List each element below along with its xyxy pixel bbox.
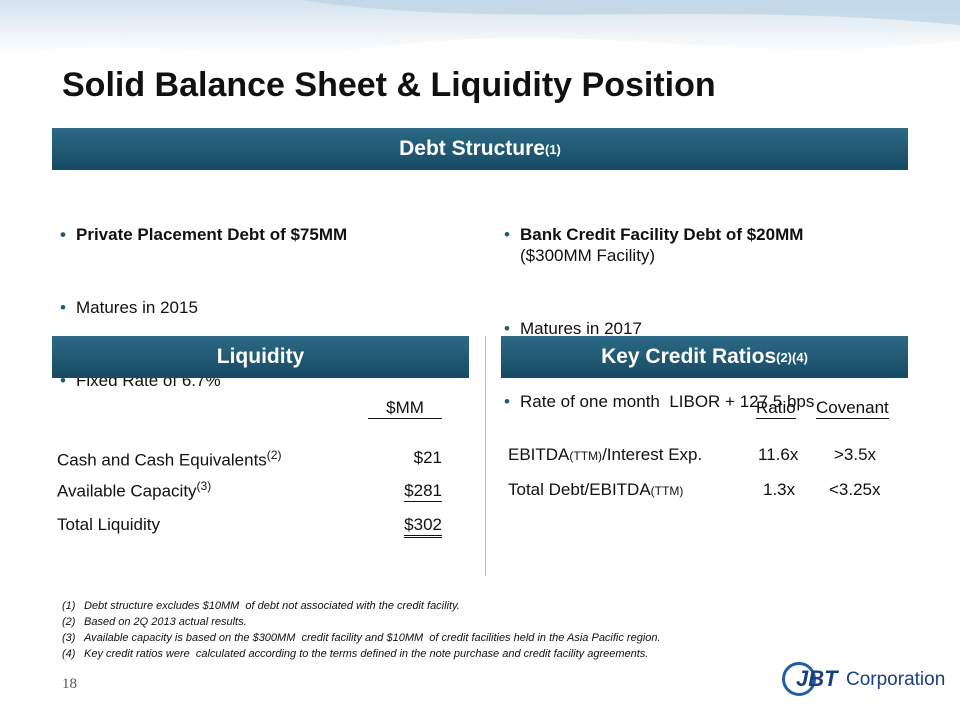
footnote-marker: (3) [62, 632, 76, 644]
footnote: (2) Based on 2Q 2013 actual results. [62, 616, 247, 628]
bullet: Private Placement Debt of $75MM [56, 224, 347, 245]
row-label: Total Liquidity [57, 515, 161, 534]
section-header: Debt Structure (1) [52, 128, 908, 170]
footnote-marker: (1) [62, 600, 76, 612]
covenant: >3.5x [834, 445, 877, 464]
logo-mark: JBT [796, 666, 838, 691]
row-value: $302 [404, 515, 442, 538]
note: (2) [266, 448, 282, 462]
label: Cash and Cash Equivalents [57, 450, 267, 470]
header-text: Liquidity [216, 345, 305, 368]
label-sub: (TTM) [650, 484, 684, 498]
row-label: Cash and Cash Equivalents(2) [57, 448, 281, 471]
footnote: (4) Key credit ratios were calculated acc… [62, 648, 648, 660]
header-note: (1) [544, 141, 561, 157]
bullet-list: Bank Credit Facility Debt of $20MM ($300M… [500, 188, 814, 464]
column-header: $MM [368, 398, 442, 419]
logo-ring [782, 662, 816, 696]
row-value: $281 [404, 481, 442, 502]
label: /Interest Exp. [602, 445, 703, 464]
bullet-sub: ($300MM Facility) [520, 246, 656, 265]
row-label: Total Debt/EBITDA(TTM) [508, 480, 683, 500]
bullet-list: Private Placement Debt of $75MM Matures … [56, 188, 347, 443]
header-note: (2)(4) [776, 349, 808, 365]
section-header: Liquidity [52, 336, 469, 378]
footnote: (1) Debt structure excludes $10MM of debt… [62, 600, 460, 612]
ratio: 1.3x [763, 480, 796, 499]
background-wave [0, 0, 960, 55]
header-text: Debt Structure [399, 137, 545, 160]
label: EBITDA [508, 445, 570, 464]
bullet: Rate of one month LIBOR + 127.5 bps [500, 391, 814, 412]
bullet: Matures in 2017 [500, 318, 814, 339]
column-header: Covenant [816, 398, 889, 419]
row-label: EBITDA(TTM)/Interest Exp. [508, 445, 702, 465]
bullet: Bank Credit Facility Debt of $20MM ($300M… [500, 224, 814, 266]
label: Available Capacity [57, 481, 197, 501]
footnote: (3) Available capacity is based on the $3… [62, 632, 661, 644]
covenant: <3.25x [829, 480, 881, 499]
ratio: 11.6x [758, 445, 799, 464]
label-sub: (TTM) [569, 449, 603, 463]
footnote-text: Based on 2Q 2013 actual results. [84, 616, 247, 628]
column-header: Ratio [756, 398, 796, 419]
note: (3) [196, 479, 212, 493]
header-text: Key Credit Ratios [601, 345, 777, 368]
footnote-text: Available capacity is based on the $300M… [84, 632, 661, 644]
page-number: 18 [62, 676, 77, 692]
logo-text: Corporation [846, 669, 946, 690]
footnote-text: Key credit ratios were calculated accord… [84, 648, 649, 660]
row-value: $21 [413, 448, 442, 467]
row-label: Available Capacity(3) [57, 479, 211, 502]
section-header: Key Credit Ratios (2)(4) [501, 336, 908, 378]
footnote-marker: (2) [62, 616, 76, 628]
footnote-marker: (4) [62, 648, 76, 660]
slide-title: Solid Balance Sheet & Liquidity Position [62, 66, 716, 104]
divider [485, 336, 486, 576]
bullet-bold: Bank Credit Facility Debt of $20MM [520, 225, 804, 244]
label: Total Debt/EBITDA [508, 480, 651, 499]
footnote-text: Debt structure excludes $10MM of debt no… [84, 600, 460, 612]
bullet: Matures in 2015 [56, 297, 347, 318]
